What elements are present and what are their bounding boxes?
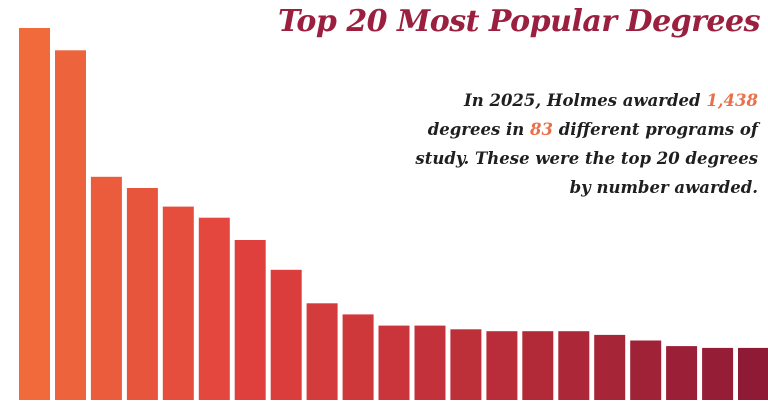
bar-16 <box>558 331 590 400</box>
bar-6 <box>198 217 230 400</box>
bar-13 <box>450 329 482 400</box>
bar-18 <box>630 340 662 400</box>
bar-1 <box>19 28 50 400</box>
bar-21 <box>738 347 768 400</box>
description-text-2: degrees in <box>427 120 531 139</box>
bar-14 <box>486 331 518 400</box>
bar-11 <box>378 325 410 400</box>
description-text-3: different programs of study. These were … <box>415 120 758 197</box>
bar-17 <box>594 334 626 400</box>
program-count-value: 83 <box>530 120 553 139</box>
bars-group <box>19 28 768 401</box>
bar-3 <box>90 176 122 400</box>
total-degrees-value: 1,438 <box>706 91 758 110</box>
bar-8 <box>270 269 302 400</box>
bar-7 <box>234 240 266 400</box>
bar-20 <box>702 347 734 400</box>
bar-2 <box>55 50 86 401</box>
bar-19 <box>666 346 698 400</box>
bar-15 <box>522 331 554 400</box>
chart-description: In 2025, Holmes awarded 1,438 degrees in… <box>398 86 758 202</box>
bar-10 <box>342 314 374 400</box>
description-text-1: In 2025, Holmes awarded <box>464 91 707 110</box>
bar-9 <box>306 303 338 400</box>
bar-5 <box>162 206 194 400</box>
bar-4 <box>126 188 158 400</box>
bar-12 <box>414 325 446 400</box>
chart-title: Top 20 Most Popular Degrees <box>278 4 761 39</box>
